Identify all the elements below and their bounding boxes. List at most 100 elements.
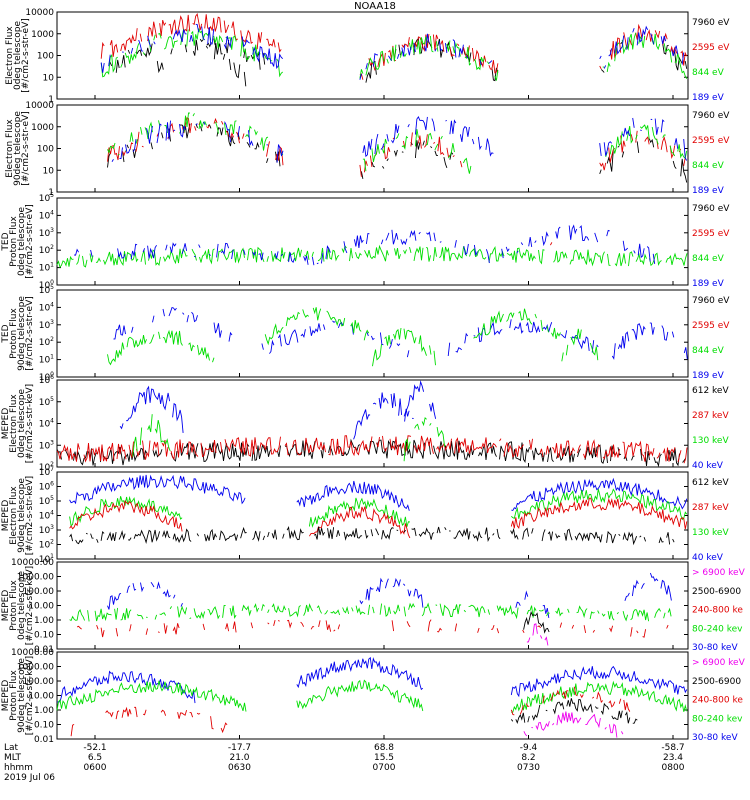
legend-entry: 80-240 kev xyxy=(692,714,743,724)
series-trace xyxy=(119,385,184,433)
y-tick-label: 10000 xyxy=(25,8,54,18)
series-trace xyxy=(372,327,436,367)
legend-entry: 844 eV xyxy=(692,254,725,264)
y-axis-label-line: [#/cm2-s-str-eV] xyxy=(25,296,35,371)
legend-entry: 2500-6900 xyxy=(692,677,741,687)
panel-frame xyxy=(56,197,689,286)
y-tick-label: 102 xyxy=(39,244,54,256)
y-axis-label-line: TED xyxy=(1,232,11,251)
series-c2 xyxy=(56,679,688,713)
y-tick-label: 105 xyxy=(39,192,54,204)
series-trace xyxy=(599,138,688,183)
series-trace xyxy=(57,670,196,704)
series-trace xyxy=(107,117,284,166)
legend-entry: 30-80 keV xyxy=(692,733,738,743)
legend-entry: 130 keV xyxy=(692,528,729,538)
y-axis-label-line: [#/cm2-s-str-keV] xyxy=(25,566,35,645)
y-tick-label: 100.00 xyxy=(23,587,55,597)
series-trace xyxy=(511,488,688,521)
y-tick-label: 1.00 xyxy=(34,706,54,716)
series-c1 xyxy=(56,435,688,464)
series-c3 xyxy=(74,224,656,266)
x-tick-value: 0700 xyxy=(373,763,396,773)
series-trace xyxy=(69,602,672,622)
series-trace xyxy=(354,393,417,440)
y-tick-label: 0.01 xyxy=(34,645,54,655)
y-tick-label: 10.00 xyxy=(28,692,54,702)
series-trace xyxy=(156,39,247,87)
x-row-label: hhmm xyxy=(4,763,33,773)
x-tick-value: 23.4 xyxy=(663,753,683,763)
y-tick-label: 103 xyxy=(39,524,54,536)
legend-entry: 189 eV xyxy=(692,93,725,103)
y-tick-label: 104 xyxy=(39,510,54,522)
y-axis-label-line: Proton Flux xyxy=(9,308,19,359)
y-tick-label: 1000 xyxy=(31,123,54,133)
x-tick-value: 0730 xyxy=(517,763,540,773)
y-tick-label: 100 xyxy=(37,52,54,62)
y-axis-label-line: 0deg telescope xyxy=(17,389,27,459)
y-tick-label: 107 xyxy=(39,466,54,478)
series-trace xyxy=(624,572,672,601)
y-axis-label-line: MEPED xyxy=(1,590,11,622)
y-axis-label-line: [#/cm2-s-str-eV] xyxy=(21,111,31,186)
y-tick-label: 1000.00 xyxy=(17,663,54,673)
panel-frame xyxy=(56,11,689,100)
series-trace xyxy=(447,319,599,357)
y-axis-label-line: 90deg telescope xyxy=(17,658,27,733)
legend-entry: 189 eV xyxy=(692,186,725,196)
y-tick-label: 101 xyxy=(39,262,54,274)
date-label: 2019 Jul 06 xyxy=(4,773,55,783)
series-trace xyxy=(523,610,550,634)
series-trace xyxy=(113,307,233,342)
series-trace xyxy=(511,477,688,512)
series-c3 xyxy=(119,380,437,440)
series-c3 xyxy=(69,474,688,512)
legend-entry: 80-240 kev xyxy=(692,624,743,634)
legend-entry: 189 eV xyxy=(692,279,725,289)
y-tick-label: 0.10 xyxy=(34,631,54,641)
series-trace xyxy=(473,308,561,340)
y-axis-label-line: Proton Flux xyxy=(9,216,19,267)
series-trace xyxy=(599,117,688,161)
y-axis-label-line: 90deg telescope xyxy=(17,296,27,371)
y-axis-label-line: MEPED xyxy=(1,680,11,712)
y-tick-label: 104 xyxy=(39,301,54,313)
y-axis-label-line: [#/cm2-s-str-keV] xyxy=(25,656,35,735)
legend-entry: 844 eV xyxy=(692,68,725,78)
series-trace xyxy=(561,328,599,362)
series-c1 xyxy=(69,497,688,539)
series-c1 xyxy=(71,687,636,737)
legend-entry: 30-80 keV xyxy=(692,643,738,653)
y-axis-label-line: 0deg telescope xyxy=(13,21,23,91)
series-trace xyxy=(107,112,284,156)
legend-entry: 612 keV xyxy=(692,386,729,396)
y-tick-label: 0.01 xyxy=(34,735,54,745)
x-tick-value: -17.7 xyxy=(228,743,251,753)
series-c3 xyxy=(111,117,688,163)
y-axis-label-line: Proton Flux xyxy=(9,580,19,631)
series-c3 xyxy=(113,307,688,360)
y-axis-label-line: Electron Flux xyxy=(9,394,19,453)
x-tick-value: -9.4 xyxy=(520,743,538,753)
panel-p8: 10000.00 1000.00 100.00 10.00 1.00 0.10 0.01 ME… xyxy=(1,648,746,745)
legend-entry: 7960 eV xyxy=(692,18,730,28)
y-tick-label: 1000.00 xyxy=(17,573,54,583)
y-axis-label-line: MEPED xyxy=(1,500,11,532)
y-tick-label: 10000.00 xyxy=(11,558,54,568)
series-c1 xyxy=(100,12,688,80)
x-tick-value: 0630 xyxy=(228,763,251,773)
legend-entry: 2500-6900 xyxy=(692,587,741,597)
legend-entry: 7960 eV xyxy=(692,296,730,306)
y-tick-label: 10000.00 xyxy=(11,648,54,658)
series-c2 xyxy=(69,602,672,622)
y-tick-label: 103 xyxy=(39,227,54,239)
series-trace xyxy=(600,41,688,73)
